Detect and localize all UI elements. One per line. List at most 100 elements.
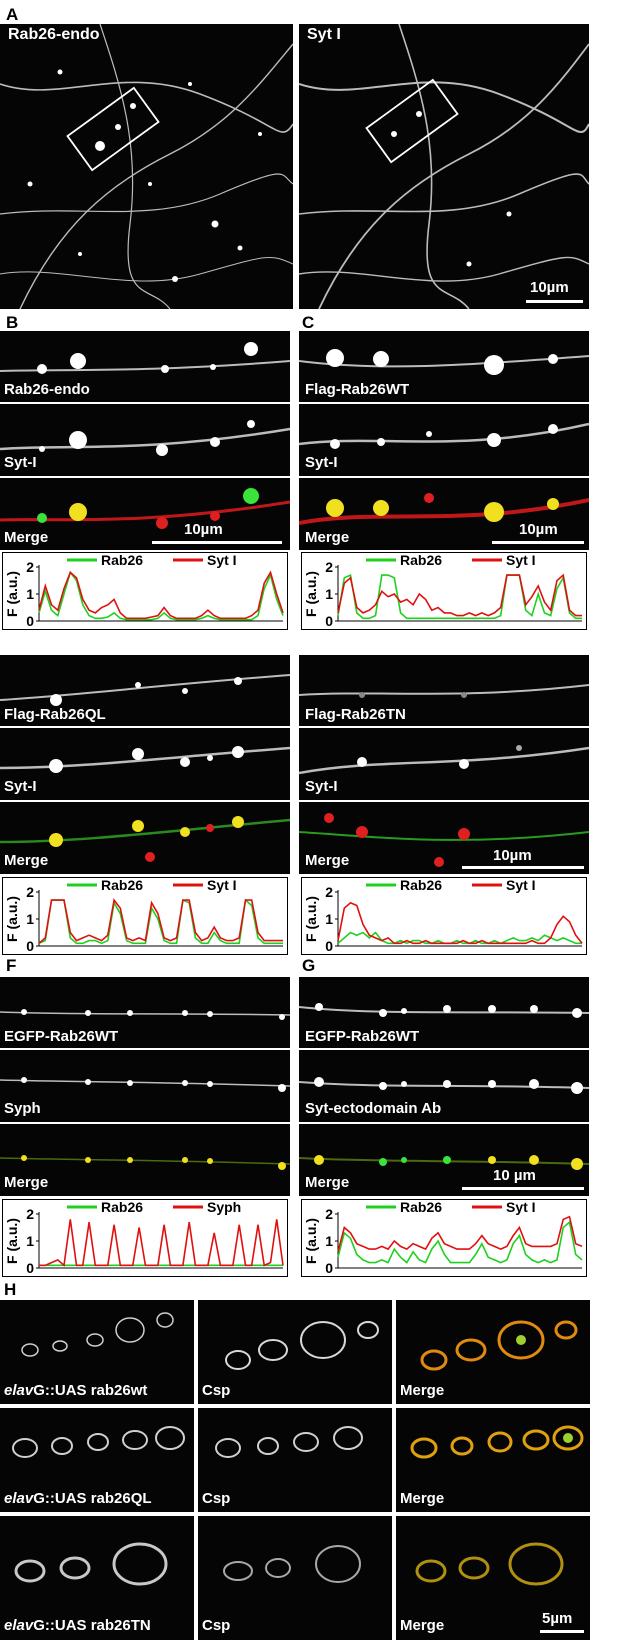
panel-h-row2-rab-image (0, 1408, 194, 1512)
series-line-1 (337, 901, 583, 945)
y-tick-label: 1 (325, 911, 333, 927)
panel-c-scale-text: 10µm (519, 521, 558, 538)
panel-a-left-label: Rab26-endo (8, 26, 100, 43)
series-line-0 (38, 570, 284, 621)
profile-chart-d: F (a.u.) 0 1 2 Rab26 Syt I (2, 877, 288, 955)
panel-a-scale-text: 10µm (530, 279, 569, 296)
series-line-0 (337, 1220, 583, 1264)
legend-label-0: Rab26 (400, 553, 442, 568)
panel-c-mid-image (299, 404, 589, 476)
panel-h-scale-bar (540, 1630, 584, 1633)
y-tick-label: 0 (26, 1260, 34, 1276)
panel-g-merge-image (299, 1124, 589, 1196)
legend-label-1: Syt I (506, 553, 536, 568)
y-tick-label: 1 (26, 586, 34, 602)
panel-c-merge-image (299, 478, 589, 550)
panel-d-top-image (0, 655, 290, 726)
panel-g-mid-label: Syt-ectodomain Ab (305, 1100, 442, 1117)
panel-f-merge-image (0, 1124, 290, 1196)
panel-g-top-image (299, 977, 589, 1048)
panel-e-merge-label: Merge (305, 852, 350, 869)
panel-h-row3-merge-image (396, 1516, 590, 1640)
series-line-1 (39, 1219, 284, 1267)
profile-chart-e: F (a.u.) 0 1 2 Rab26 Syt I (301, 877, 587, 955)
series-line-1 (337, 1215, 583, 1253)
panel-f-merge-label: Merge (4, 1174, 49, 1191)
panel-b-merge-image (0, 478, 290, 550)
panel-h-row3-csp-image (198, 1516, 392, 1640)
panel-h-row1-csp-image (198, 1300, 392, 1404)
panel-e-mid-image (299, 728, 589, 800)
y-axis-label: F (a.u.) (4, 571, 20, 617)
y-tick-label: 0 (325, 938, 333, 954)
series-line-1 (38, 898, 283, 944)
profile-chart-c-svg: F (a.u.) 0 1 2 Rab26 Syt I (303, 553, 582, 629)
panel-e-top-label: Flag-Rab26TN (305, 706, 406, 723)
series-line-0 (38, 898, 283, 945)
panel-a-right-label: Syt I (307, 26, 341, 43)
y-tick-label: 2 (325, 884, 333, 900)
y-tick-label: 1 (325, 1233, 333, 1249)
panel-d-merge-image (0, 802, 290, 874)
legend-label-1: Syt I (207, 553, 237, 568)
legend-label-1: Syt I (506, 1200, 536, 1215)
panel-b-mid-label: Syt-I (4, 454, 37, 471)
y-tick-label: 2 (26, 559, 34, 575)
legend-label-1: Syph (207, 1200, 241, 1215)
profile-chart-f-svg: F (a.u.) 0 1 2 Rab26 Syph (4, 1200, 284, 1276)
panel-e-mid-label: Syt-I (305, 778, 338, 795)
panel-h-row1-merge-label: Merge (400, 1382, 445, 1399)
panel-h-row1-merge-image (396, 1300, 590, 1404)
y-tick-label: 1 (26, 1233, 34, 1249)
panel-g-merge-label: Merge (305, 1174, 350, 1191)
panel-f-mid-label: Syph (4, 1100, 41, 1117)
legend-label-0: Rab26 (400, 878, 442, 893)
panel-h-row1-rab-image (0, 1300, 194, 1404)
y-axis-label: F (a.u.) (303, 1218, 319, 1264)
panel-g-scale-text: 10 µm (493, 1167, 536, 1184)
panel-letter-c: C (302, 313, 315, 332)
y-axis-label: F (a.u.) (4, 896, 20, 942)
panel-d-mid-image (0, 728, 290, 800)
legend-label-0: Rab26 (101, 553, 143, 568)
panel-b-merge-label: Merge (4, 529, 49, 546)
series-line-0 (337, 573, 582, 620)
panel-letter-g: G (302, 956, 316, 975)
legend-label-0: Rab26 (101, 878, 143, 893)
panel-c-top-label: Flag-Rab26WT (305, 381, 410, 398)
profile-chart-b-svg: F (a.u.) 0 1 2 Rab26 Syt I (4, 553, 284, 629)
panel-h-scale-text: 5µm (542, 1610, 573, 1627)
panel-f-top-label: EGFP-Rab26WT (4, 1028, 119, 1045)
panel-e-scale-bar (462, 866, 584, 869)
panel-a-rab26-image (0, 24, 293, 309)
panel-h-row2-genotype: elavG::UAS rab26QL (4, 1490, 152, 1507)
legend-label-1: Syt I (506, 878, 536, 893)
panel-h-row2-csp-image (198, 1408, 392, 1512)
panel-b-mid-image (0, 404, 290, 476)
panel-letter-f: F (6, 956, 17, 975)
panel-c-merge-label: Merge (305, 529, 350, 546)
panel-h-row3-genotype: elavG::UAS rab26TN (4, 1617, 151, 1634)
panel-a-scale-bar (526, 300, 583, 303)
panel-b-top-image (0, 331, 290, 402)
panel-g-scale-bar (462, 1187, 584, 1190)
series-line-1 (337, 573, 582, 617)
panel-f-top-image (0, 977, 290, 1048)
y-axis-label: F (a.u.) (4, 1218, 20, 1264)
panel-d-merge-label: Merge (4, 852, 49, 869)
panel-c-scale-bar (492, 541, 584, 544)
y-axis-label: F (a.u.) (303, 896, 319, 942)
profile-chart-e-svg: F (a.u.) 0 1 2 Rab26 Syt I (303, 878, 583, 954)
y-tick-label: 0 (26, 938, 34, 954)
panel-e-scale-text: 10µm (493, 847, 532, 864)
panel-b-scale-bar (152, 541, 282, 544)
panel-c-mid-label: Syt-I (305, 454, 338, 471)
panel-letter-b: B (6, 313, 19, 332)
y-tick-label: 0 (325, 1260, 333, 1276)
panel-h-row2-csp-label: Csp (202, 1490, 231, 1507)
panel-h-row1-genotype: elavG::UAS rab26wt (4, 1382, 148, 1399)
y-tick-label: 0 (325, 613, 333, 629)
legend-label-0: Rab26 (101, 1200, 143, 1215)
profile-chart-c: F (a.u.) 0 1 2 Rab26 Syt I (301, 552, 587, 630)
panel-h-row3-merge-label: Merge (400, 1617, 445, 1634)
